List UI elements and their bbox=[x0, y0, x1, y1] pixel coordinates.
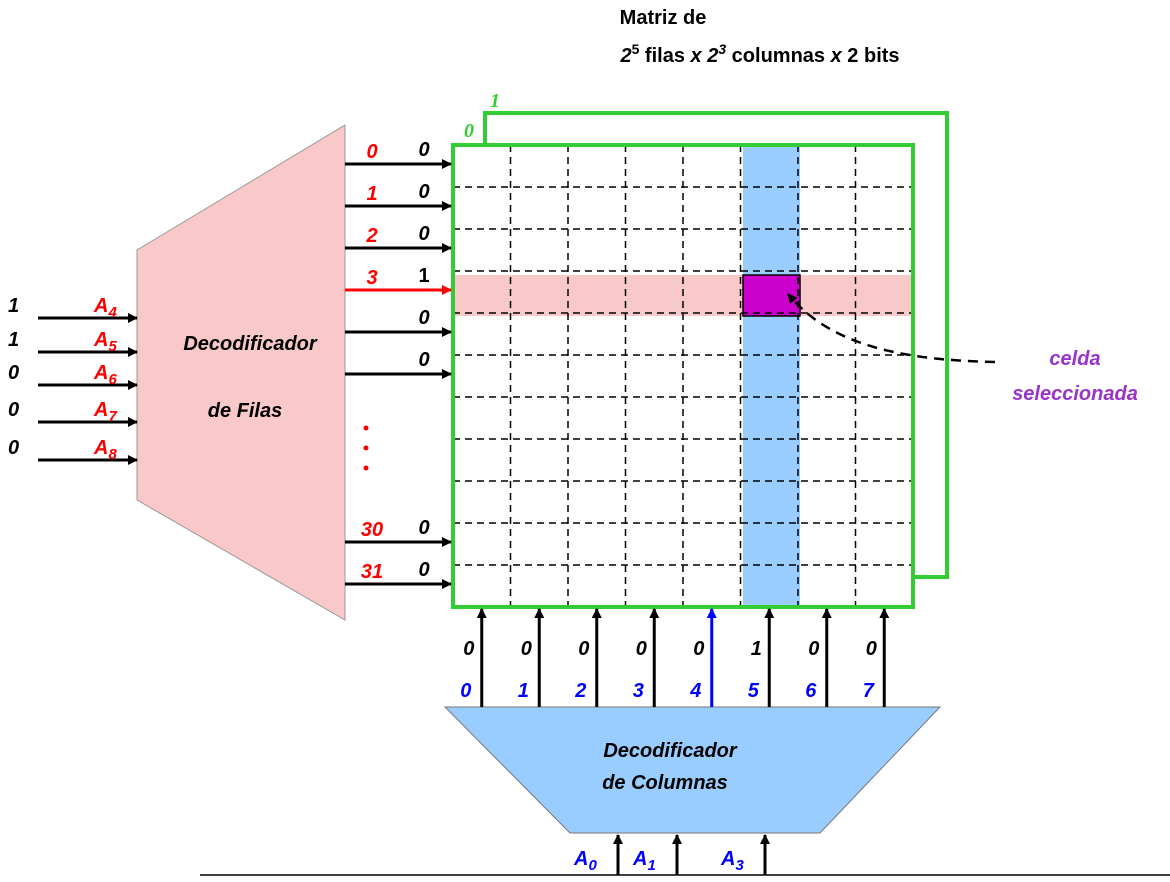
column-index: 1 bbox=[518, 680, 529, 702]
column-index: 6 bbox=[805, 680, 817, 702]
address-sub: 8 bbox=[108, 446, 117, 463]
address-sub: 4 bbox=[107, 304, 117, 321]
column-index: 0 bbox=[460, 680, 471, 702]
column-index: 2 bbox=[574, 680, 586, 702]
dot bbox=[363, 465, 369, 471]
address-name: A bbox=[573, 848, 588, 870]
column-value: 0 bbox=[578, 638, 589, 660]
row-value: 0 bbox=[418, 517, 429, 539]
title-part: 5 bbox=[632, 41, 640, 57]
plane-label: 1 bbox=[490, 90, 500, 112]
address-label: A4 bbox=[93, 295, 117, 321]
row-value: 0 bbox=[418, 223, 429, 245]
column-index: 5 bbox=[748, 680, 760, 702]
address-label: A1 bbox=[632, 848, 656, 874]
column-value: 0 bbox=[866, 638, 877, 660]
address-sub: 5 bbox=[108, 338, 117, 355]
dot bbox=[363, 425, 369, 431]
annotation-arrow bbox=[787, 293, 996, 364]
row-index: 3 bbox=[366, 267, 377, 289]
column-value: 0 bbox=[521, 638, 532, 660]
address-label: A7 bbox=[93, 399, 117, 425]
row-value: 0 bbox=[418, 349, 429, 371]
decoder-label: de Columnas bbox=[602, 772, 728, 794]
address-name: A bbox=[93, 329, 108, 351]
address-name: A bbox=[93, 295, 108, 317]
title-part: 2 bbox=[702, 45, 719, 67]
column-value: 0 bbox=[463, 638, 474, 660]
front-plane bbox=[451, 143, 915, 609]
decoder-label: de Filas bbox=[208, 400, 282, 422]
dot bbox=[363, 445, 369, 451]
title-part: 2 bbox=[619, 45, 631, 67]
column-index: 7 bbox=[863, 680, 875, 702]
column-value: 1 bbox=[751, 638, 762, 660]
row-value: 0 bbox=[418, 307, 429, 329]
title-part: x bbox=[830, 45, 843, 67]
input-value: 1 bbox=[8, 295, 19, 317]
row-index: 31 bbox=[361, 561, 383, 583]
title-part: columnas bbox=[726, 45, 830, 67]
address-sub: 6 bbox=[108, 371, 117, 388]
title: 25 filas x 23 columnas x 2 bits bbox=[619, 41, 899, 67]
address-sub: 7 bbox=[108, 408, 117, 425]
row-index: 30 bbox=[361, 519, 383, 541]
grid bbox=[453, 145, 913, 607]
input-value: 0 bbox=[8, 399, 19, 421]
back-plane bbox=[483, 111, 949, 579]
title-part: filas bbox=[639, 45, 690, 67]
address-sub: 3 bbox=[735, 857, 744, 874]
title-part: x bbox=[690, 45, 703, 67]
address-label: A5 bbox=[93, 329, 117, 355]
title: Matriz de bbox=[620, 7, 707, 29]
address-name: A bbox=[93, 437, 108, 459]
title-part: 3 bbox=[718, 41, 726, 57]
row-index: 1 bbox=[366, 183, 377, 205]
address-name: A bbox=[632, 848, 647, 870]
input-value: 0 bbox=[8, 362, 19, 384]
column-value: 0 bbox=[636, 638, 647, 660]
address-label: A0 bbox=[573, 848, 597, 874]
plane-label: 0 bbox=[464, 120, 474, 142]
address-name: A bbox=[93, 362, 108, 384]
column-value: 0 bbox=[693, 638, 704, 660]
input-value: 1 bbox=[8, 329, 19, 351]
address-name: A bbox=[720, 848, 735, 870]
annotation: seleccionada bbox=[1012, 383, 1138, 405]
address-label: A3 bbox=[720, 848, 744, 874]
address-label: A8 bbox=[93, 437, 117, 463]
input-value: 0 bbox=[8, 437, 19, 459]
row-decoder bbox=[136, 124, 346, 621]
column-value: 0 bbox=[808, 638, 819, 660]
row-index: 2 bbox=[365, 225, 377, 247]
address-sub: 1 bbox=[647, 857, 655, 874]
address-label: A6 bbox=[93, 362, 117, 388]
annotation: celda bbox=[1049, 348, 1100, 370]
column-index: 3 bbox=[633, 680, 644, 702]
row-value: 0 bbox=[418, 139, 429, 161]
row-value: 0 bbox=[418, 559, 429, 581]
decoder-label: Decodificador bbox=[603, 740, 738, 762]
row-index: 0 bbox=[366, 141, 377, 163]
row-value: 1 bbox=[418, 265, 429, 287]
column-decoder bbox=[443, 706, 942, 834]
selected-cell bbox=[742, 274, 801, 317]
column-index: 4 bbox=[689, 680, 701, 702]
address-name: A bbox=[93, 399, 108, 421]
selected-column bbox=[743, 145, 800, 607]
title-part: 2 bits bbox=[842, 45, 900, 67]
address-sub: 0 bbox=[588, 857, 597, 874]
decoder-label: Decodificador bbox=[183, 333, 318, 355]
row-value: 0 bbox=[418, 181, 429, 203]
